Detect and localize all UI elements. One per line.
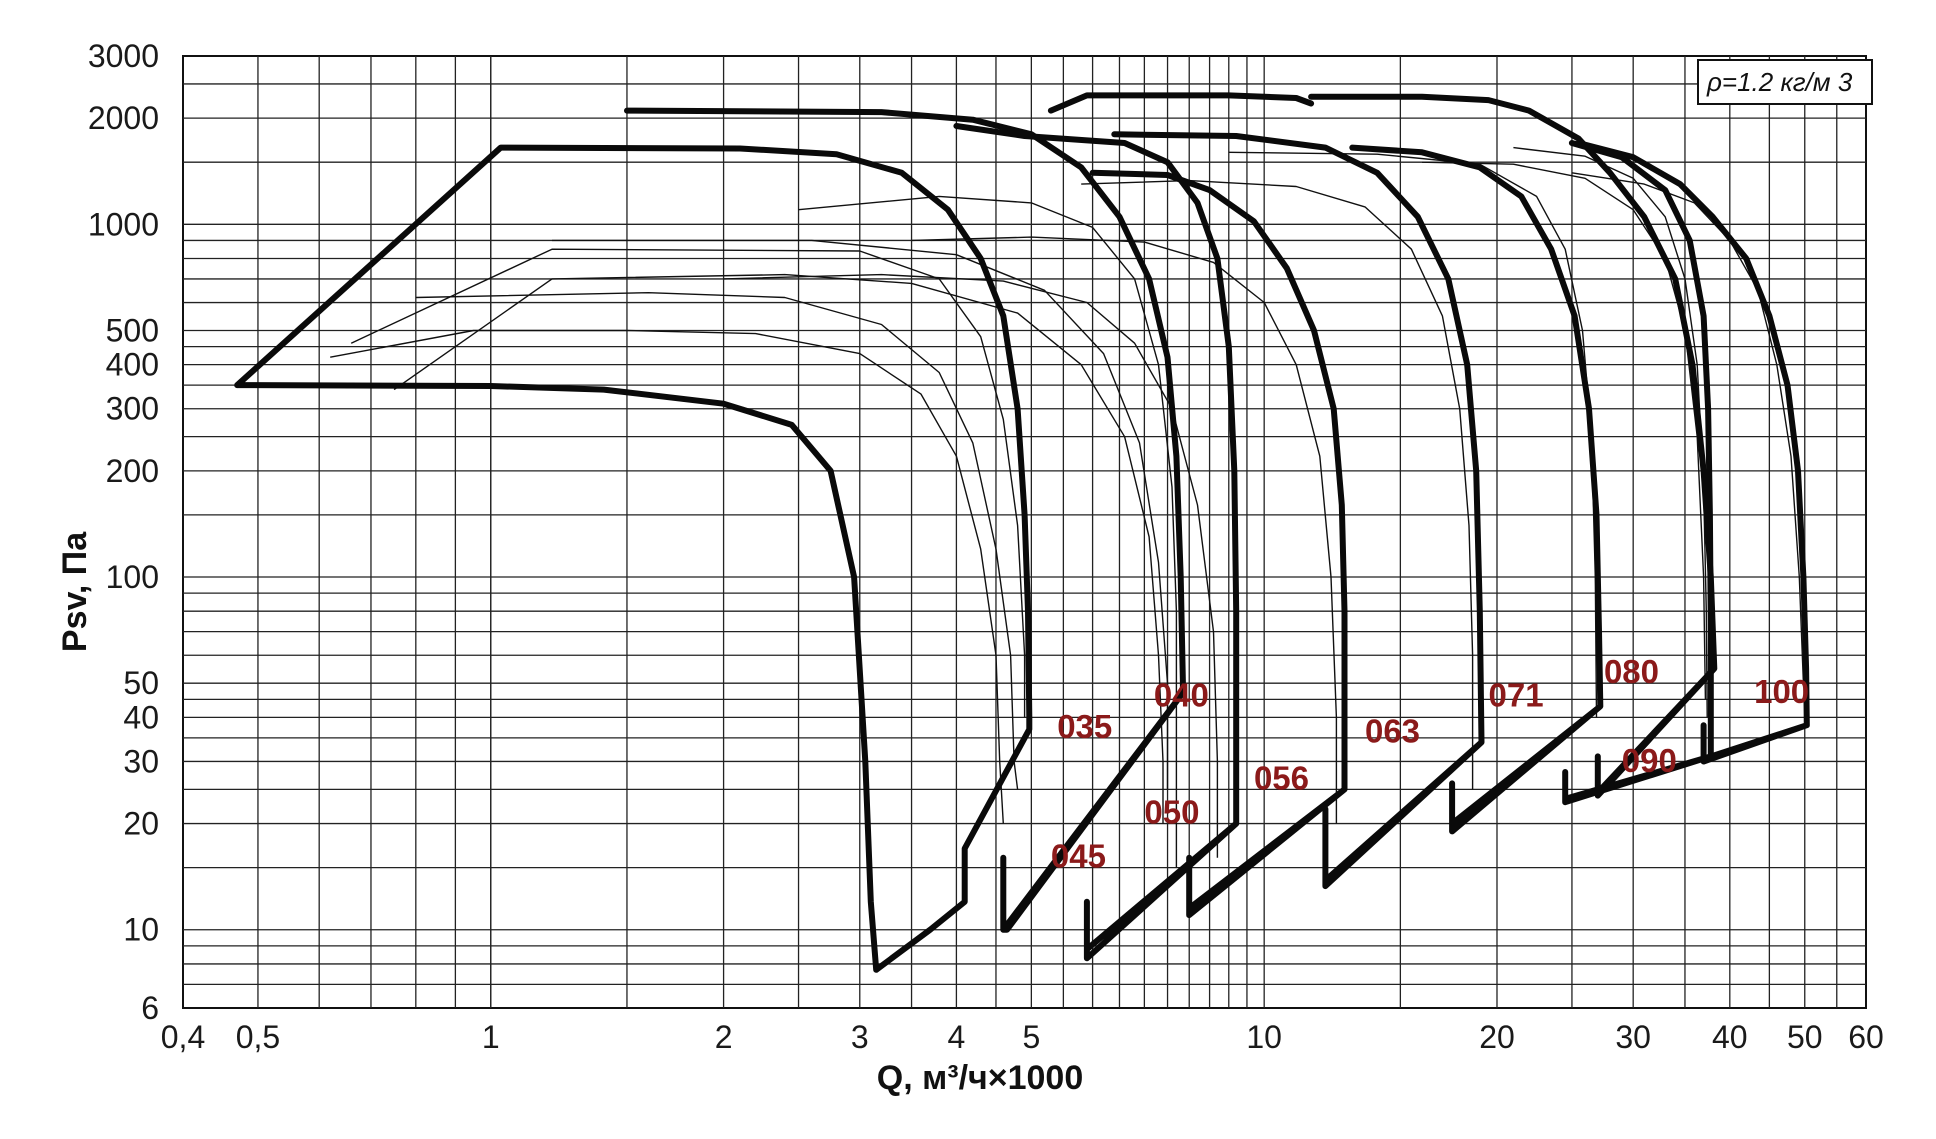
inner-curve-050 xyxy=(723,273,1219,858)
inner-curves xyxy=(330,146,1805,868)
y-tick-label: 500 xyxy=(106,312,159,348)
size-label-071: 071 xyxy=(1488,676,1543,713)
inner-curve-056 xyxy=(911,236,1338,824)
x-tick-label: 5 xyxy=(1022,1019,1040,1055)
inner-curve-035 xyxy=(330,329,1004,824)
x-tick-label: 60 xyxy=(1848,1019,1884,1055)
y-tick-label: 2000 xyxy=(88,100,159,136)
x-tick-label: 10 xyxy=(1246,1019,1282,1055)
y-tick-label: 50 xyxy=(123,665,159,701)
size-label-063: 063 xyxy=(1365,712,1420,749)
outline-063 xyxy=(1111,131,1485,890)
outline-100 xyxy=(1575,140,1810,765)
x-tick-label: 30 xyxy=(1615,1019,1651,1055)
density-annotation: ρ=1.2 кг/м 3 xyxy=(1706,67,1853,97)
y-tick-label: 300 xyxy=(106,391,159,427)
size-label-035: 035 xyxy=(1057,708,1112,745)
y-tick-label: 200 xyxy=(106,453,159,489)
x-tick-label: 50 xyxy=(1787,1019,1823,1055)
y-tick-label: 1000 xyxy=(88,206,159,242)
y-tick-label: 3000 xyxy=(88,38,159,74)
y-tick-label: 400 xyxy=(106,347,159,383)
inner-curve-040 xyxy=(552,239,1169,790)
size-label-056: 056 xyxy=(1254,759,1309,796)
size-label-050: 050 xyxy=(1144,794,1199,831)
inner-curve-063 xyxy=(1081,179,1474,790)
outline-080 xyxy=(1308,93,1718,799)
size-label-090: 090 xyxy=(1622,742,1677,779)
outline-056 xyxy=(1089,169,1348,919)
y-tick-label: 6 xyxy=(141,990,159,1026)
plot-frame xyxy=(182,55,1867,1009)
inner-curve-035 xyxy=(350,248,1026,718)
y-tick-label: 30 xyxy=(123,743,159,779)
inner-curve-040 xyxy=(393,273,1164,824)
tick-labels: 0,4 0,5 1 2 3 4 5 10 20 30 40 50 6030002000100050040… xyxy=(88,38,1884,1055)
x-tick-label: 20 xyxy=(1479,1019,1515,1055)
x-tick-label: 2 xyxy=(715,1019,733,1055)
inner-curve-090 xyxy=(1421,161,1707,700)
outline-035 xyxy=(234,144,1033,973)
y-tick-label: 100 xyxy=(106,559,159,595)
outline-040 xyxy=(624,107,1186,933)
size-outlines xyxy=(234,92,1810,973)
x-tick-label: 3 xyxy=(851,1019,869,1055)
size-label-080: 080 xyxy=(1604,653,1659,690)
y-tick-label: 40 xyxy=(123,699,159,735)
y-axis-title: Psv, Па xyxy=(56,531,94,652)
inner-curve-045 xyxy=(798,195,1178,868)
outline-050 xyxy=(953,123,1240,962)
x-tick-label: 4 xyxy=(948,1019,966,1055)
outline-090 xyxy=(1562,140,1714,806)
x-tick-label: 40 xyxy=(1712,1019,1748,1055)
x-tick-label: 0,4 xyxy=(161,1019,205,1055)
inner-curve-035 xyxy=(415,292,1019,790)
outline-045 xyxy=(1047,92,1315,114)
y-tick-label: 10 xyxy=(123,912,159,948)
size-label-045: 045 xyxy=(1051,838,1106,875)
inner-curve-100 xyxy=(1571,172,1805,684)
x-tick-label: 1 xyxy=(482,1019,500,1055)
size-label-040: 040 xyxy=(1154,676,1209,713)
y-tick-label: 20 xyxy=(123,806,159,842)
x-tick-label: 0,5 xyxy=(236,1019,280,1055)
x-axis-title: Q, м³/ч×1000 xyxy=(877,1059,1084,1097)
size-label-100: 100 xyxy=(1754,673,1809,710)
outline-071 xyxy=(1349,144,1604,835)
density-box: ρ=1.2 кг/м 3 xyxy=(1697,59,1873,105)
size-labels: 035 040 045 050 056 063 071 080 090 100 xyxy=(1051,653,1809,874)
